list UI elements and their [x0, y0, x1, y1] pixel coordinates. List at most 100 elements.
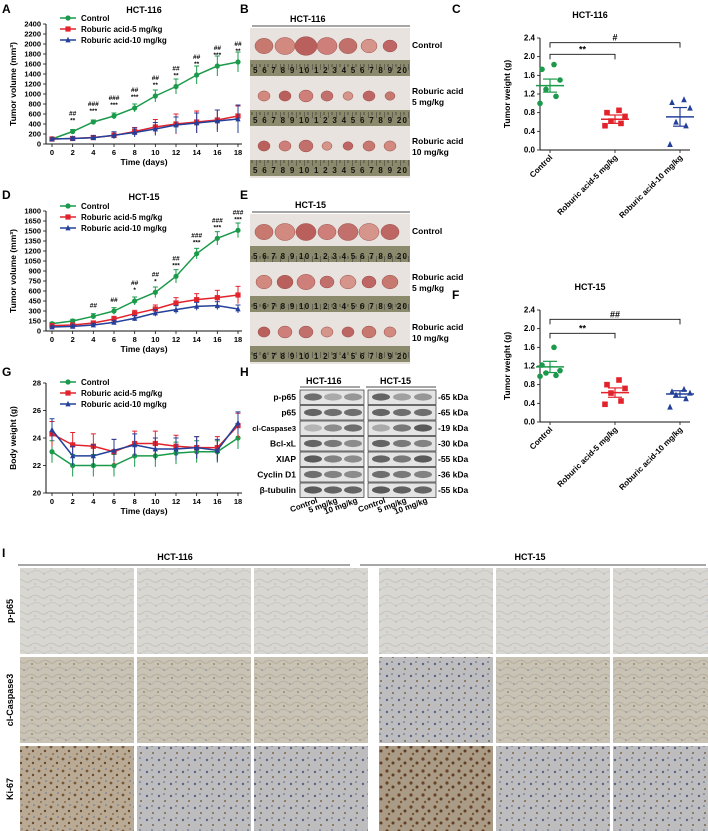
significance-bracket: [549, 53, 616, 60]
y-tick-label: 1050: [24, 257, 41, 266]
data-point-rob10: [683, 122, 689, 129]
tumor-7: [382, 39, 398, 53]
tumor-1: [255, 274, 273, 290]
significance-label: ##: [234, 41, 242, 48]
photo-row-2: 5 6 7 8 9 10 1 2 3 4 5 6 7 8 9 20 Roburic…: [250, 136, 463, 176]
data-point-rob5: [618, 398, 624, 404]
significance-label: ##: [90, 302, 98, 309]
blot-band: [393, 455, 411, 463]
x-tick-label: 10: [151, 335, 159, 344]
data-point-rob5: [152, 306, 158, 312]
ihc-image-cl-Caspase3-3: [379, 657, 493, 743]
x-tick-label: 14: [192, 335, 201, 344]
blot-band: [393, 393, 411, 401]
protein-label: XIAP: [276, 454, 296, 464]
data-point-rob10: [90, 452, 96, 459]
tumor-7: [380, 224, 400, 240]
data-point-rob10: [681, 96, 687, 103]
tumor-1: [254, 224, 274, 240]
significance-label: **: [70, 118, 76, 125]
data-point-rob10: [49, 135, 55, 142]
significance-label: ***: [172, 262, 180, 269]
y-tick-label: 2.0: [524, 324, 536, 333]
tumor-5: [337, 223, 359, 241]
ihc-group-hct116: HCT-116: [157, 552, 193, 562]
chart-a-tumor-volume-hct116: HCT-116020040060080010001200140016001800…: [8, 5, 242, 167]
data-point-rob5: [616, 107, 622, 114]
significance-label: **: [194, 61, 200, 68]
tumor-2: [276, 274, 294, 290]
blot-band: [393, 424, 411, 432]
ihc-row-label: p-p65: [5, 599, 15, 623]
x-tick-label: Roburic acid-10 mg/kg: [617, 425, 684, 492]
data-point-rob10: [132, 129, 138, 135]
tumor-3: [298, 325, 314, 339]
data-point-control: [173, 273, 179, 279]
y-tick-label: 1200: [24, 80, 41, 89]
x-tick-label: 12: [172, 497, 180, 506]
data-point-control: [152, 289, 158, 295]
data-point-rob10: [235, 419, 241, 426]
chart-title: HCT-15: [574, 282, 605, 292]
data-point-control: [111, 308, 117, 314]
blot-band: [372, 408, 390, 417]
significance-bracket: [549, 332, 616, 339]
y-tick-label: 0.8: [524, 108, 536, 117]
blot-group-hct15: HCT-15: [380, 376, 411, 386]
data-point-rob5: [604, 109, 610, 116]
x-tick-label: 4: [91, 335, 96, 344]
blot-band: [372, 455, 390, 463]
y-tick-label: 0.4: [524, 127, 536, 136]
data-point-control: [235, 59, 241, 65]
tumor-6: [362, 140, 376, 152]
data-point-rob10: [235, 115, 241, 122]
tumor-3: [296, 274, 316, 290]
blot-band: [372, 393, 390, 401]
data-point-rob10: [49, 323, 55, 330]
data-point-rob10: [173, 121, 179, 128]
series-rob5: [49, 285, 241, 329]
significance-label: ***: [234, 216, 242, 223]
blot-band: [393, 408, 411, 417]
data-point-control: [111, 462, 117, 469]
tumor-6: [362, 90, 376, 102]
ruler: [250, 60, 410, 76]
blot-band: [344, 470, 362, 479]
legend-label-rob5: Roburic acid-5 mg/kg: [81, 25, 162, 34]
photo-row-0: 5 6 7 8 9 10 1 2 3 4 5 6 7 8 9 20 Control: [250, 223, 442, 262]
ihc-image-p-p65-5: [613, 568, 708, 654]
blot-group-hct116: HCT-116: [306, 376, 342, 386]
series-rob10: [49, 301, 241, 330]
data-point-rob10: [90, 321, 96, 328]
data-point-control: [551, 344, 557, 351]
data-point-rob5: [608, 118, 614, 124]
ruler-numbers: 5 6 7 8 9 10 1 2 3 4 5 6 7 8 9 20: [253, 116, 408, 125]
ruler: [250, 346, 410, 362]
blot-band: [304, 408, 322, 417]
data-point-rob5: [616, 377, 622, 383]
blot-band: [304, 455, 322, 463]
ihc-image-Ki-67-5: [613, 746, 708, 831]
tumor-4: [320, 326, 334, 338]
significance-label: ##: [610, 309, 620, 319]
y-tick-label: 0: [37, 327, 41, 336]
series-line-rob10: [51, 118, 239, 140]
panel-label-h: H: [240, 365, 249, 379]
legend-marker-control: [65, 379, 71, 385]
data-point-rob5: [70, 442, 76, 448]
legend-marker-rob5: [65, 26, 71, 32]
tumor-1: [257, 326, 271, 338]
ruler-numbers: 5 6 7 8 9 10 1 2 3 4 5 6 7 8 9 20: [253, 352, 408, 361]
data-point-rob10: [687, 389, 693, 396]
tumor-3: [294, 36, 318, 56]
blot-band: [414, 439, 432, 448]
data-point-rob10: [152, 309, 158, 316]
tumor-7: [383, 326, 397, 338]
significance-label: ***: [214, 52, 222, 59]
protein-label: p-p65: [273, 392, 296, 402]
series-line-rob10: [51, 422, 239, 457]
series-rob5: [49, 105, 241, 142]
y-tick-label: 450: [28, 297, 41, 306]
y-tick-label: 24: [33, 434, 42, 443]
significance-label: **: [579, 44, 587, 54]
